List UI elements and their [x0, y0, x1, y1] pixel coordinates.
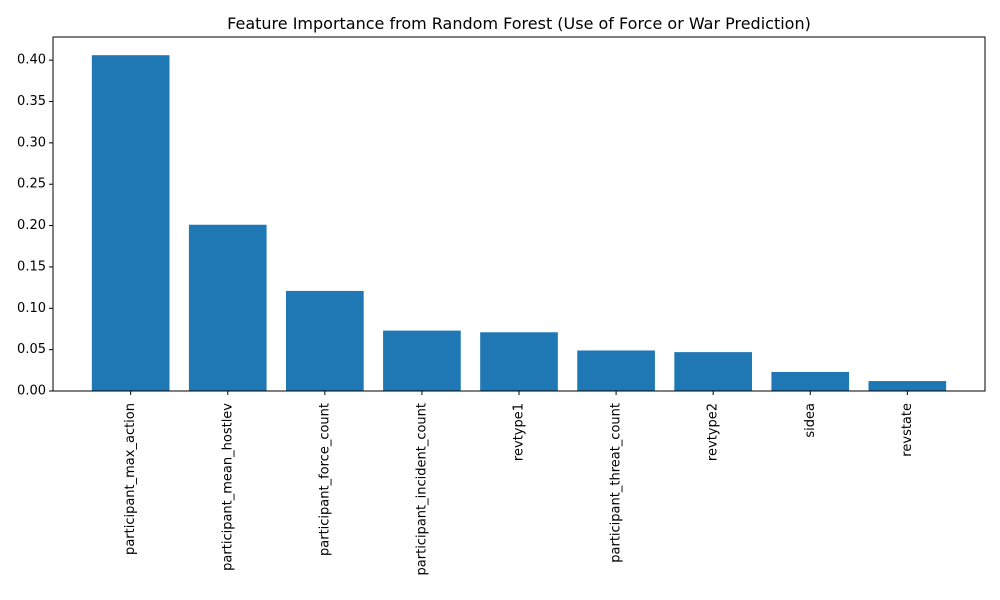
bar-revtype2 — [674, 352, 752, 391]
bar-participant-incident-count — [383, 330, 461, 391]
x-tick-label: participant_incident_count — [414, 403, 429, 575]
bar-participant-threat-count — [577, 350, 655, 391]
y-axis: 0.00 0.05 0.10 0.15 0.20 0.25 0.30 0.35 0.40 — [17, 53, 53, 399]
bar-participant-max-action — [91, 55, 170, 391]
x-tick-label: revstate — [900, 403, 915, 457]
y-tick-label: 0.00 — [17, 384, 46, 399]
chart-title: Feature Importance from Random Forest (U… — [227, 14, 811, 33]
bar-revstate — [868, 381, 947, 391]
y-tick-label: 0.30 — [17, 135, 46, 150]
y-tick-label: 0.05 — [17, 342, 46, 357]
y-tick-label: 0.40 — [17, 53, 46, 68]
y-tick-label: 0.15 — [17, 259, 46, 274]
bar-revtype1 — [480, 332, 558, 391]
bar-participant-force-count — [286, 290, 364, 391]
bars-group — [91, 55, 947, 391]
x-tick-label: participant_force_count — [317, 403, 332, 556]
bar-participant-mean-hostlev — [188, 224, 267, 391]
y-tick-label: 0.35 — [17, 94, 46, 109]
x-tick-label: participant_threat_count — [609, 403, 624, 563]
x-tick-label: participant_mean_hostlev — [220, 403, 235, 571]
plot-frame — [52, 36, 986, 392]
x-tick-label: sidea — [803, 403, 818, 438]
x-tick-label: participant_max_action — [123, 403, 138, 555]
x-tick-label: revtype1 — [512, 403, 527, 461]
y-tick-label: 0.20 — [17, 218, 46, 233]
y-tick-label: 0.10 — [17, 301, 46, 316]
x-tick-label: revtype2 — [706, 403, 721, 461]
x-axis: participant_max_action participant_mean_h… — [123, 391, 915, 575]
y-tick-label: 0.25 — [17, 177, 46, 192]
bar-sidea — [771, 371, 850, 391]
